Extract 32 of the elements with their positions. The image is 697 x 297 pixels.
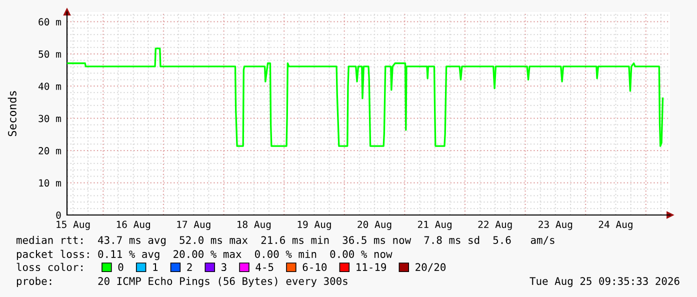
y-tick-label: 50 m [38, 50, 61, 58]
x-tick-label: 19 Aug [298, 220, 331, 230]
text: probe: 20 ICMP Echo Pings (56 Bytes) every 300s [16, 276, 348, 288]
legend-label: 1 [153, 263, 158, 271]
y-axis-title: Seconds [8, 91, 16, 136]
text: packet loss: 0.11 % avg 20.00 % max 0.00 % min 0.00 % now [16, 250, 392, 260]
x-tick-label: 18 Aug [238, 220, 271, 230]
legend-label: 4-5 [256, 263, 274, 272]
legend-label: 20/20 [416, 263, 446, 272]
legend-title: loss color: [16, 262, 82, 272]
y-tick-label: 30 m [38, 114, 61, 122]
text: Tue Aug 25 09:35:33 2026 [530, 277, 680, 288]
x-tick-label: 24 Aug [598, 220, 632, 230]
text: median rtt: 43.7 ms avg 52.0 ms max 21.6 ms min 36.5 ms now 7.8 ms sd 5.6 am/s [16, 236, 554, 246]
x-tick-label: 20 Aug [358, 220, 392, 230]
legend-label: 3 [222, 263, 226, 272]
x-tick-label: 16 Aug [116, 220, 150, 230]
y-tick-label: 10 m [39, 179, 61, 187]
x-tick-label: 23 Aug [538, 220, 572, 230]
y-tick-label: 60 m [38, 18, 61, 26]
x-tick-label: 21 Aug [418, 220, 452, 230]
y-tick-label: 40 m [38, 82, 61, 90]
x-tick-label: 15 Aug [56, 220, 90, 230]
x-tick-label: 22 Aug [478, 220, 512, 230]
legend-label: 0 [118, 263, 124, 272]
x-tick-label: 17 Aug [177, 220, 210, 230]
y-tick-label: 20 m [38, 147, 61, 154]
legend-label: 2 [187, 263, 192, 271]
legend-label: 11-19 [356, 263, 386, 272]
y-tick-label: 0 [56, 212, 61, 219]
line-series [67, 48, 664, 147]
legend-label: 6-10 [302, 263, 327, 272]
